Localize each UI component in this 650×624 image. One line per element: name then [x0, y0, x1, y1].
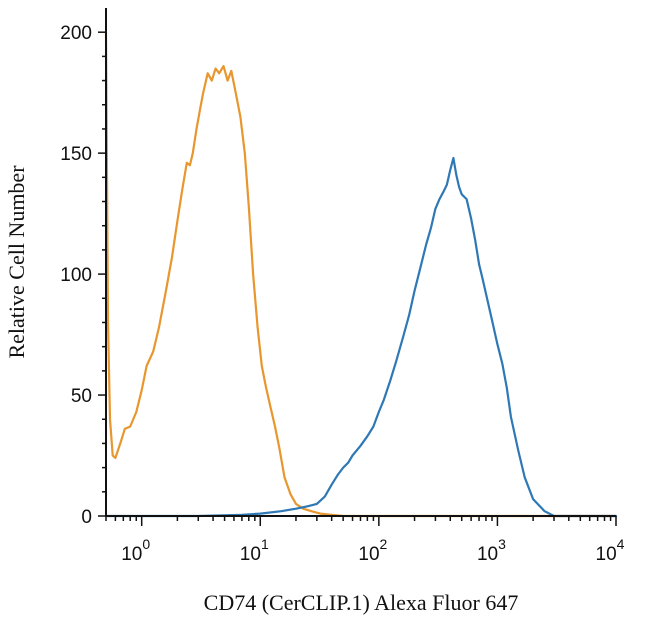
y-axis-title: Relative Cell Number [4, 165, 29, 359]
series-line-2 [104, 156, 618, 518]
y-tick-label: 150 [60, 144, 92, 165]
x-tick-label: 103 [477, 536, 506, 565]
x-tick-label: 101 [240, 536, 269, 565]
x-axis-ticks: 100 101 102 103 104 [105, 516, 625, 565]
y-tick-label: 0 [81, 507, 92, 528]
x-tick-label: 104 [596, 536, 625, 565]
x-tick-label: 100 [121, 536, 150, 565]
y-tick-label: 200 [60, 23, 92, 44]
series-layer [104, 31, 618, 518]
y-tick-label: 50 [71, 386, 92, 407]
series-line-1 [104, 31, 618, 518]
y-tick-label: 100 [60, 265, 92, 286]
x-tick-label: 102 [358, 536, 387, 565]
x-axis-title: CD74 (CerCLIP.1) Alexa Fluor 647 [204, 590, 519, 615]
y-axis-ticks: 0 50 100 150 200 [60, 23, 106, 528]
